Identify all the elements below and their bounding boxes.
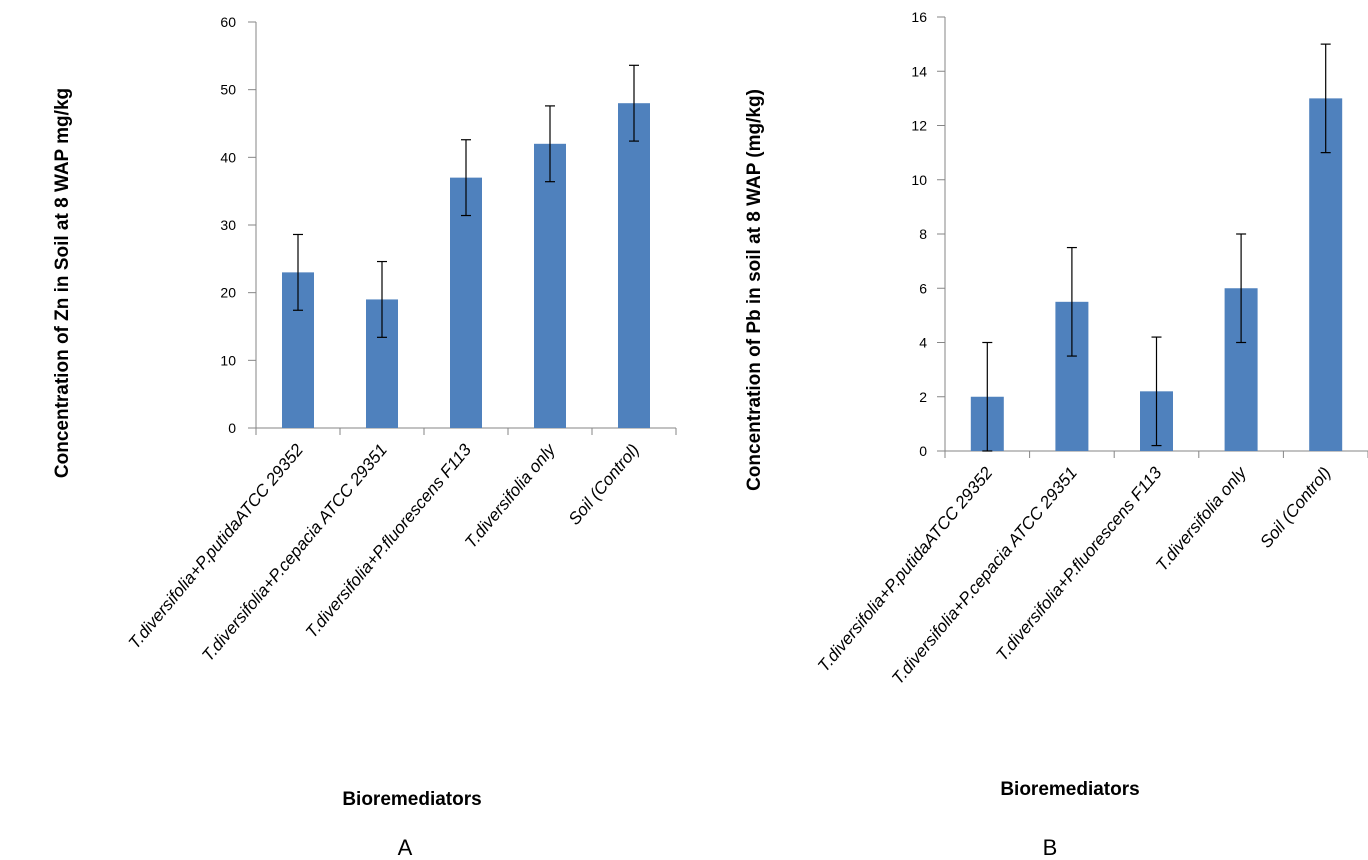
y-tick-label-a: 0 bbox=[228, 420, 236, 436]
category-label-b: Soil (Control) bbox=[1256, 463, 1334, 551]
chart-panel-a: Concentration of Zn in Soil at 8 WAP mg/… bbox=[52, 14, 677, 860]
category-label-b: T.diversifolia+P.cepacia ATCC 29351 bbox=[888, 463, 1081, 688]
y-tick-label-b: 8 bbox=[919, 226, 927, 242]
category-label-b: T.diversifolia only bbox=[1152, 462, 1251, 575]
y-tick-label-b: 4 bbox=[919, 335, 927, 351]
y-tick-label-b: 6 bbox=[919, 280, 927, 296]
chart-panel-b: Concentration of Pb in soil at 8 WAP (mg… bbox=[744, 9, 1368, 860]
y-axis-title-a: Concentration of Zn in Soil at 8 WAP mg/… bbox=[52, 88, 73, 478]
y-tick-label-b: 14 bbox=[911, 63, 927, 79]
category-label-a: T.diversifolia+P.cepacia ATCC 29351 bbox=[198, 440, 391, 665]
panel-label-a: A bbox=[398, 835, 413, 860]
bar-a bbox=[618, 103, 650, 428]
x-axis-title-a: Bioremediators bbox=[342, 789, 481, 810]
category-label-a: Soil (Control) bbox=[565, 440, 643, 528]
y-tick-label-b: 0 bbox=[919, 443, 927, 459]
y-tick-label-a: 60 bbox=[220, 14, 236, 30]
category-label-b: T.diversifolia+P.putidaATCC 29352 bbox=[814, 463, 997, 676]
category-label-a: T.diversifolia only bbox=[461, 439, 560, 552]
bar-a bbox=[534, 143, 566, 429]
y-tick-label-b: 12 bbox=[911, 118, 927, 134]
y-tick-label-a: 20 bbox=[220, 285, 236, 301]
y-tick-label-b: 16 bbox=[911, 9, 927, 25]
y-tick-label-b: 10 bbox=[911, 172, 927, 188]
x-axis-title-b: Bioremediators bbox=[1000, 779, 1139, 800]
category-label-b: T.diversifolia+P.fluorescens F113 bbox=[992, 463, 1166, 665]
y-tick-label-a: 50 bbox=[220, 82, 236, 98]
panel-label-b: B bbox=[1043, 835, 1058, 860]
y-tick-label-a: 30 bbox=[220, 217, 236, 233]
y-tick-label-a: 10 bbox=[220, 352, 236, 368]
y-axis-title-b: Concentration of Pb in soil at 8 WAP (mg… bbox=[744, 89, 765, 491]
bar-b bbox=[1309, 98, 1343, 451]
bar-a bbox=[450, 177, 482, 428]
y-tick-label-a: 40 bbox=[220, 149, 236, 165]
category-label-a: T.diversifolia+P.fluorescens F113 bbox=[302, 440, 476, 642]
category-label-a: T.diversifolia+P.putidaATCC 29352 bbox=[125, 440, 308, 653]
y-tick-label-b: 2 bbox=[919, 389, 927, 405]
